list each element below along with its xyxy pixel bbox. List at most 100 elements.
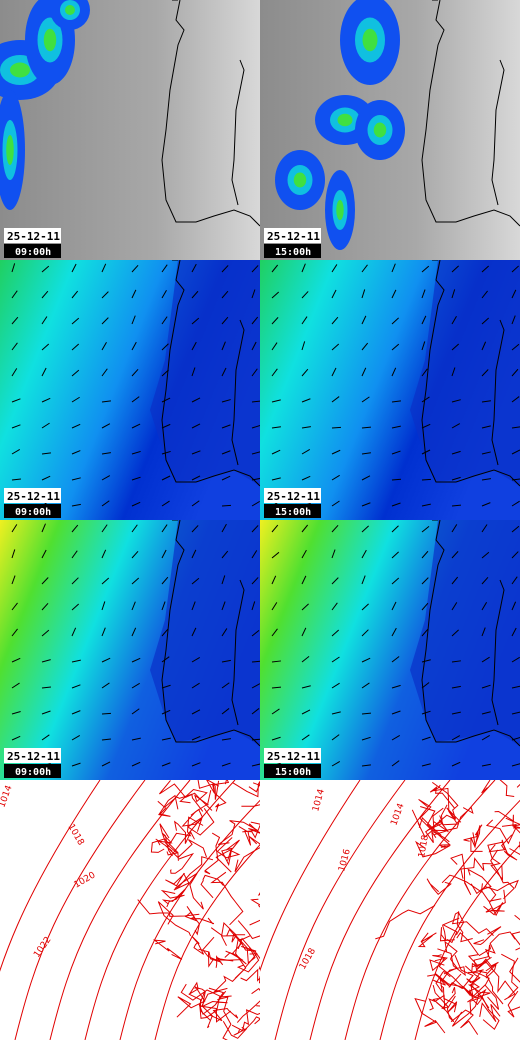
wind-arrow bbox=[301, 263, 306, 273]
wind-arrow bbox=[71, 343, 80, 351]
isobar-dense bbox=[450, 1009, 479, 1035]
wind-arrow bbox=[271, 368, 278, 377]
isobar-dense bbox=[180, 983, 225, 1001]
wind-arrow bbox=[481, 602, 488, 611]
date-box bbox=[4, 488, 61, 503]
wind-arrow bbox=[101, 524, 108, 533]
wind-arrow bbox=[131, 627, 137, 637]
isobar bbox=[49, 780, 191, 1040]
wind-arrow bbox=[301, 316, 308, 325]
wind-arrow bbox=[161, 628, 169, 637]
wind-arrow bbox=[101, 657, 111, 663]
isobar-dense bbox=[165, 872, 190, 891]
isobar-dense bbox=[241, 1016, 260, 1031]
wind-arrow bbox=[101, 738, 111, 741]
wind-arrow bbox=[301, 685, 311, 689]
wind-arrow bbox=[11, 575, 16, 585]
wind-arrow bbox=[481, 425, 491, 429]
isobar-dense bbox=[441, 874, 483, 893]
wind-arrow bbox=[421, 710, 431, 715]
wind-arrow bbox=[331, 396, 340, 403]
panel-content bbox=[0, 0, 260, 260]
chart-background bbox=[260, 780, 520, 1040]
isobar-dense bbox=[485, 819, 517, 845]
wind-arrow bbox=[41, 367, 47, 377]
wind-arrow bbox=[271, 264, 279, 273]
wind-arrow bbox=[71, 684, 81, 689]
isobar-dense bbox=[232, 780, 260, 798]
isobar-dense bbox=[210, 871, 244, 926]
isobar bbox=[414, 844, 520, 1040]
wind-arrow bbox=[251, 550, 258, 559]
isobar-dense bbox=[427, 973, 450, 986]
wind-arrow bbox=[191, 317, 200, 325]
wind-arrow bbox=[481, 576, 489, 585]
isobar-dense bbox=[427, 804, 449, 833]
isobar-dense bbox=[170, 852, 195, 874]
wind-arrow bbox=[511, 368, 519, 377]
wind-arrow bbox=[481, 763, 491, 767]
wind-arrow bbox=[271, 317, 279, 325]
wind-arrow bbox=[221, 316, 229, 325]
isobar bbox=[0, 780, 101, 972]
wind-arrow bbox=[331, 525, 339, 533]
wind-arrow bbox=[101, 712, 112, 715]
wind-arrow bbox=[391, 656, 400, 663]
isobar bbox=[119, 799, 260, 1040]
wind-arrow bbox=[301, 603, 309, 611]
isobar-dense bbox=[483, 886, 504, 917]
wind-arrow bbox=[421, 396, 430, 403]
panel-content bbox=[260, 780, 520, 1040]
wind-arrow bbox=[41, 397, 51, 403]
isobar-dense bbox=[432, 995, 456, 1023]
wind-arrow bbox=[481, 711, 491, 715]
wind-arrow bbox=[361, 426, 372, 429]
wind-arrow bbox=[191, 423, 201, 429]
date-label: 25-12-11 bbox=[7, 490, 60, 503]
isobar bbox=[379, 799, 520, 1040]
wind-arrow bbox=[251, 289, 256, 299]
wind-arrow bbox=[191, 500, 200, 507]
wind-arrow bbox=[421, 503, 431, 507]
wind-arrow bbox=[301, 398, 311, 403]
wind-arrow bbox=[131, 501, 141, 507]
wind-arrow bbox=[41, 343, 50, 351]
rain-peak bbox=[337, 113, 353, 127]
isobar-dense bbox=[157, 901, 192, 937]
wind-arrow bbox=[131, 550, 139, 559]
isobar-dense bbox=[426, 878, 452, 895]
wind-arrow bbox=[41, 686, 51, 689]
wind-arrow bbox=[161, 576, 169, 585]
wind-arrow bbox=[131, 761, 141, 767]
isobar-dense bbox=[236, 937, 260, 973]
wind-arrow bbox=[511, 396, 520, 403]
isobar-dense bbox=[470, 962, 484, 1000]
isobar-dense bbox=[221, 839, 240, 867]
wind-arrow bbox=[131, 289, 137, 299]
wind-arrow bbox=[11, 449, 21, 455]
map-panel: 25-12-11 15:00h bbox=[260, 520, 520, 780]
wind-arrow bbox=[271, 524, 279, 533]
isobar-dense bbox=[155, 816, 204, 848]
wind-arrow bbox=[161, 316, 168, 325]
isobar-dense bbox=[150, 838, 179, 861]
wind-arrow bbox=[191, 450, 201, 455]
wind-arrow bbox=[481, 684, 491, 689]
isobar-dense bbox=[215, 837, 241, 873]
isobar-dense bbox=[460, 857, 494, 879]
wind-arrow bbox=[481, 341, 487, 351]
wind-arrow bbox=[11, 424, 21, 429]
wind-arrow bbox=[511, 315, 516, 325]
wind-arrow bbox=[511, 711, 520, 715]
wind-arrow bbox=[361, 657, 371, 663]
wind-arrow bbox=[221, 341, 226, 351]
wind-arrow bbox=[331, 656, 340, 663]
wind-arrow bbox=[481, 290, 488, 299]
wind-arrow bbox=[131, 657, 141, 663]
wind-arrow bbox=[451, 504, 462, 507]
wind-arrow bbox=[451, 343, 460, 351]
wind-arrow bbox=[191, 577, 200, 585]
wind-arrow bbox=[271, 575, 277, 585]
isobar bbox=[274, 780, 406, 1040]
isobar-dense bbox=[461, 984, 491, 999]
